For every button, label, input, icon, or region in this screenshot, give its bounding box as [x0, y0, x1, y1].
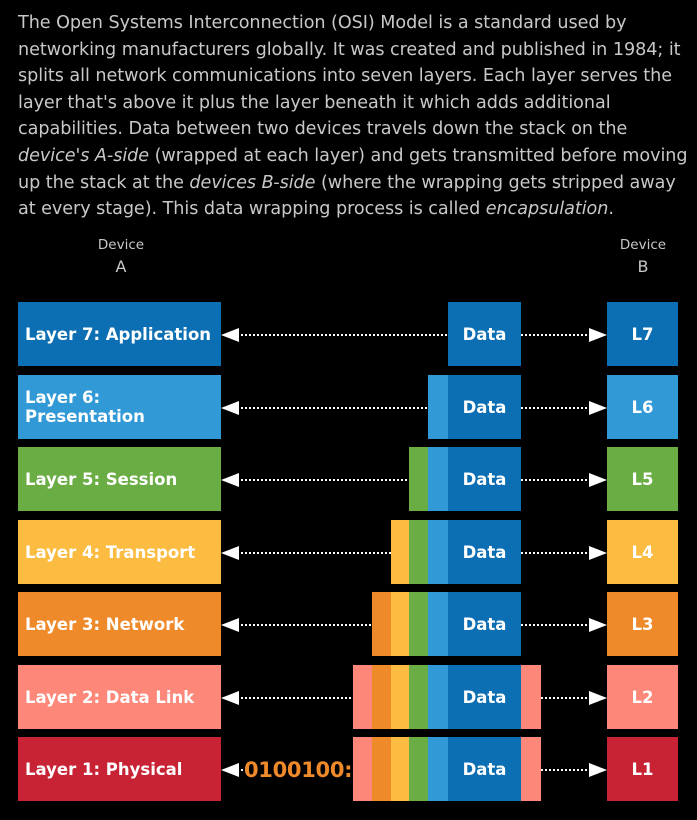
device-a-label: Device A — [81, 234, 161, 278]
layer-3-arrow-left-head — [221, 618, 239, 632]
layer-2-box-a: Layer 2: Data Link — [18, 665, 221, 729]
layer-1-arrow-left — [221, 763, 246, 777]
layer-7-arrow-left-head — [221, 328, 239, 342]
intro-text-4: . — [608, 199, 614, 220]
layer-1-data-box: Data — [448, 737, 521, 801]
layer-1-header-strip — [391, 737, 410, 801]
layer-1-arrow-right — [541, 763, 607, 777]
layer-3-data-box: Data — [448, 592, 521, 656]
layer-5-arrow-left — [221, 473, 409, 487]
intro-em-b-side: devices B-side — [189, 172, 316, 193]
layer-2-header-strip — [428, 665, 448, 729]
layer-3-header-strip — [409, 592, 429, 656]
layer-1-header-strip — [409, 737, 429, 801]
layer-2-box-b: L2 — [607, 665, 678, 729]
layer-1-header-strip — [428, 737, 448, 801]
layer-6-arrow-right-head — [589, 401, 607, 415]
layer-3-arrow-right — [521, 618, 607, 632]
intro-em-a-side: device's A-side — [18, 145, 150, 166]
layer-6-box-a: Layer 6: Presentation — [18, 375, 221, 439]
layer-3-header-strip — [372, 592, 391, 656]
layer-3-arrow-right-head — [589, 618, 607, 632]
layer-1-box-a: Layer 1: Physical — [18, 737, 221, 801]
layer-4-arrow-left — [221, 546, 391, 560]
layer-7-box-b: L7 — [607, 302, 678, 366]
layer-3-box-a: Layer 3: Network — [18, 592, 221, 656]
layer-6-data-box: Data — [448, 375, 521, 439]
layer-1-trailer-strip — [521, 737, 541, 801]
layer-2-arrow-left — [221, 691, 353, 705]
layer-4-data-box: Data — [448, 520, 521, 584]
device-b-line1: Device — [619, 237, 667, 253]
layer-4-box-b: L4 — [607, 520, 678, 584]
layer-2-header-strip — [409, 665, 429, 729]
layer-5-header-strip — [409, 447, 429, 511]
layer-4-arrow-left-head — [221, 546, 239, 560]
layer-7-data-box: Data — [448, 302, 521, 366]
layer-3-header-strip — [391, 592, 410, 656]
layer-6-box-b: L6 — [607, 375, 678, 439]
layer-1-box-b: L1 — [607, 737, 678, 801]
intro-text-3: (where the wrapping gets stripped away a… — [18, 172, 676, 220]
layer-4-box-a: Layer 4: Transport — [18, 520, 221, 584]
layer-7-box-a: Layer 7: Application — [18, 302, 221, 366]
layer-3-header-strip — [428, 592, 448, 656]
layer-1-arrow-right-head — [589, 763, 607, 777]
layer-5-arrow-right-head — [589, 473, 607, 487]
layer-5-data-box: Data — [448, 447, 521, 511]
layer-1-arrow-left-head — [221, 763, 239, 777]
layer-6-arrow-right — [521, 401, 607, 415]
intro-paragraph: The Open Systems Interconnection (OSI) M… — [18, 10, 690, 223]
layer-3-arrow-left — [221, 618, 372, 632]
layer-2-header-strip — [391, 665, 410, 729]
layer-5-header-strip — [428, 447, 448, 511]
layer-4-header-strip — [409, 520, 429, 584]
layer-4-header-strip — [391, 520, 410, 584]
layer-6-arrow-left-head — [221, 401, 239, 415]
layer-7-arrow-right-head — [589, 328, 607, 342]
device-b-label: Device B — [603, 234, 683, 278]
layer-2-trailer-strip — [521, 665, 541, 729]
layer-2-arrow-left-head — [221, 691, 239, 705]
layer-5-arrow-right — [521, 473, 607, 487]
layer-2-arrow-right-head — [589, 691, 607, 705]
intro-em-encapsulation: encapsulation — [485, 199, 609, 220]
layer-1-header-strip — [353, 737, 372, 801]
layer-1-bitstream: 0100100: — [244, 758, 353, 782]
layer-2-data-box: Data — [448, 665, 521, 729]
layer-7-arrow-left — [221, 328, 448, 342]
layer-2-header-strip — [372, 665, 391, 729]
device-a-line1: Device — [97, 237, 145, 253]
layer-3-box-b: L3 — [607, 592, 678, 656]
intro-text-1: The Open Systems Interconnection (OSI) M… — [18, 13, 681, 140]
layer-1-header-strip — [372, 737, 391, 801]
layer-7-arrow-right — [521, 328, 607, 342]
layer-5-arrow-left-head — [221, 473, 239, 487]
layer-6-arrow-left — [221, 401, 428, 415]
layer-2-header-strip — [353, 665, 372, 729]
device-b-line2: B — [637, 257, 649, 276]
layer-4-arrow-right — [521, 546, 607, 560]
layer-4-arrow-right-head — [589, 546, 607, 560]
intro-text-2: (wrapped at each layer) and gets transmi… — [18, 145, 688, 193]
layer-2-arrow-right — [541, 691, 607, 705]
layer-5-box-b: L5 — [607, 447, 678, 511]
layer-6-header-strip — [428, 375, 448, 439]
device-a-line2: A — [115, 257, 127, 276]
layer-5-box-a: Layer 5: Session — [18, 447, 221, 511]
layer-4-header-strip — [428, 520, 448, 584]
